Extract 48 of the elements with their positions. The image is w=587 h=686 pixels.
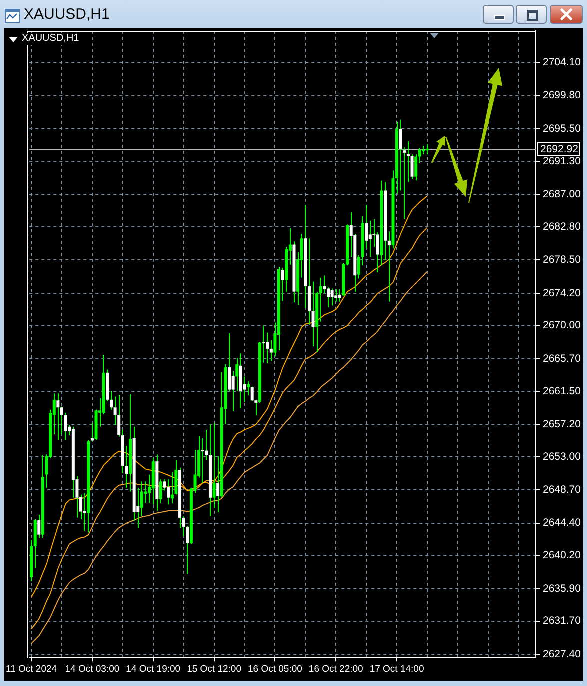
chart-title: XAUUSD,H1 bbox=[24, 6, 110, 24]
x-tick-label: 16 Oct 05:00 bbox=[248, 664, 302, 675]
candlestick bbox=[334, 289, 338, 302]
x-tick-label: 15 Oct 12:00 bbox=[187, 664, 242, 675]
candlestick bbox=[205, 429, 208, 461]
candlestick bbox=[266, 332, 270, 364]
x-tick-label: 14 Oct 03:00 bbox=[65, 664, 120, 675]
candlestick bbox=[312, 281, 315, 348]
candlestick bbox=[212, 422, 216, 508]
y-tick-label: 2670.00 bbox=[543, 320, 582, 332]
y-tick-label: 2704.10 bbox=[543, 56, 582, 69]
x-tick-label: 16 Oct 22:00 bbox=[308, 664, 364, 675]
candlestick bbox=[330, 288, 334, 306]
candlestick bbox=[159, 478, 162, 504]
candlestick bbox=[56, 393, 60, 440]
chart-subtitle: XAUUSD,H1 bbox=[20, 33, 82, 45]
candlestick bbox=[167, 478, 170, 506]
y-tick-label: 2699.80 bbox=[543, 90, 582, 102]
x-tick-label: 14 Oct 19:00 bbox=[126, 664, 181, 675]
y-tick-label: 2653.00 bbox=[543, 450, 582, 463]
y-tick-label: 2657.20 bbox=[543, 418, 582, 430]
y-tick-label: 2644.40 bbox=[543, 517, 582, 530]
y-tick-label: 2635.90 bbox=[543, 582, 582, 595]
candlestick bbox=[426, 144, 429, 155]
y-tick-label: 2678.50 bbox=[543, 254, 582, 266]
y-tick-label: 2631.70 bbox=[543, 615, 582, 628]
x-tick-label: 11 Oct 2024 bbox=[6, 664, 58, 675]
candlestick bbox=[368, 220, 372, 258]
y-tick-label: 2691.30 bbox=[543, 155, 582, 168]
ref-line-label: 2692.92 bbox=[540, 143, 579, 156]
y-tick-label: 2682.80 bbox=[543, 220, 582, 233]
y-tick-label: 2665.70 bbox=[543, 352, 582, 365]
candlestick bbox=[406, 140, 410, 183]
candlestick bbox=[170, 472, 174, 504]
y-tick-label: 2687.00 bbox=[543, 188, 582, 200]
candlestick bbox=[410, 154, 414, 180]
y-tick-label: 2640.20 bbox=[543, 550, 582, 562]
y-tick-label: 2648.70 bbox=[543, 484, 582, 496]
y-tick-label: 2661.50 bbox=[543, 385, 582, 398]
y-tick-label: 2627.40 bbox=[543, 648, 582, 660]
candlestick bbox=[110, 390, 113, 410]
candlestick bbox=[247, 380, 250, 396]
x-tick-label: 17 Oct 14:00 bbox=[370, 664, 424, 675]
candlestick bbox=[250, 386, 254, 402]
y-tick-label: 2695.50 bbox=[543, 122, 582, 135]
candlestick bbox=[327, 286, 330, 308]
candlestick bbox=[323, 275, 326, 294]
y-tick-label: 2674.20 bbox=[543, 287, 582, 300]
